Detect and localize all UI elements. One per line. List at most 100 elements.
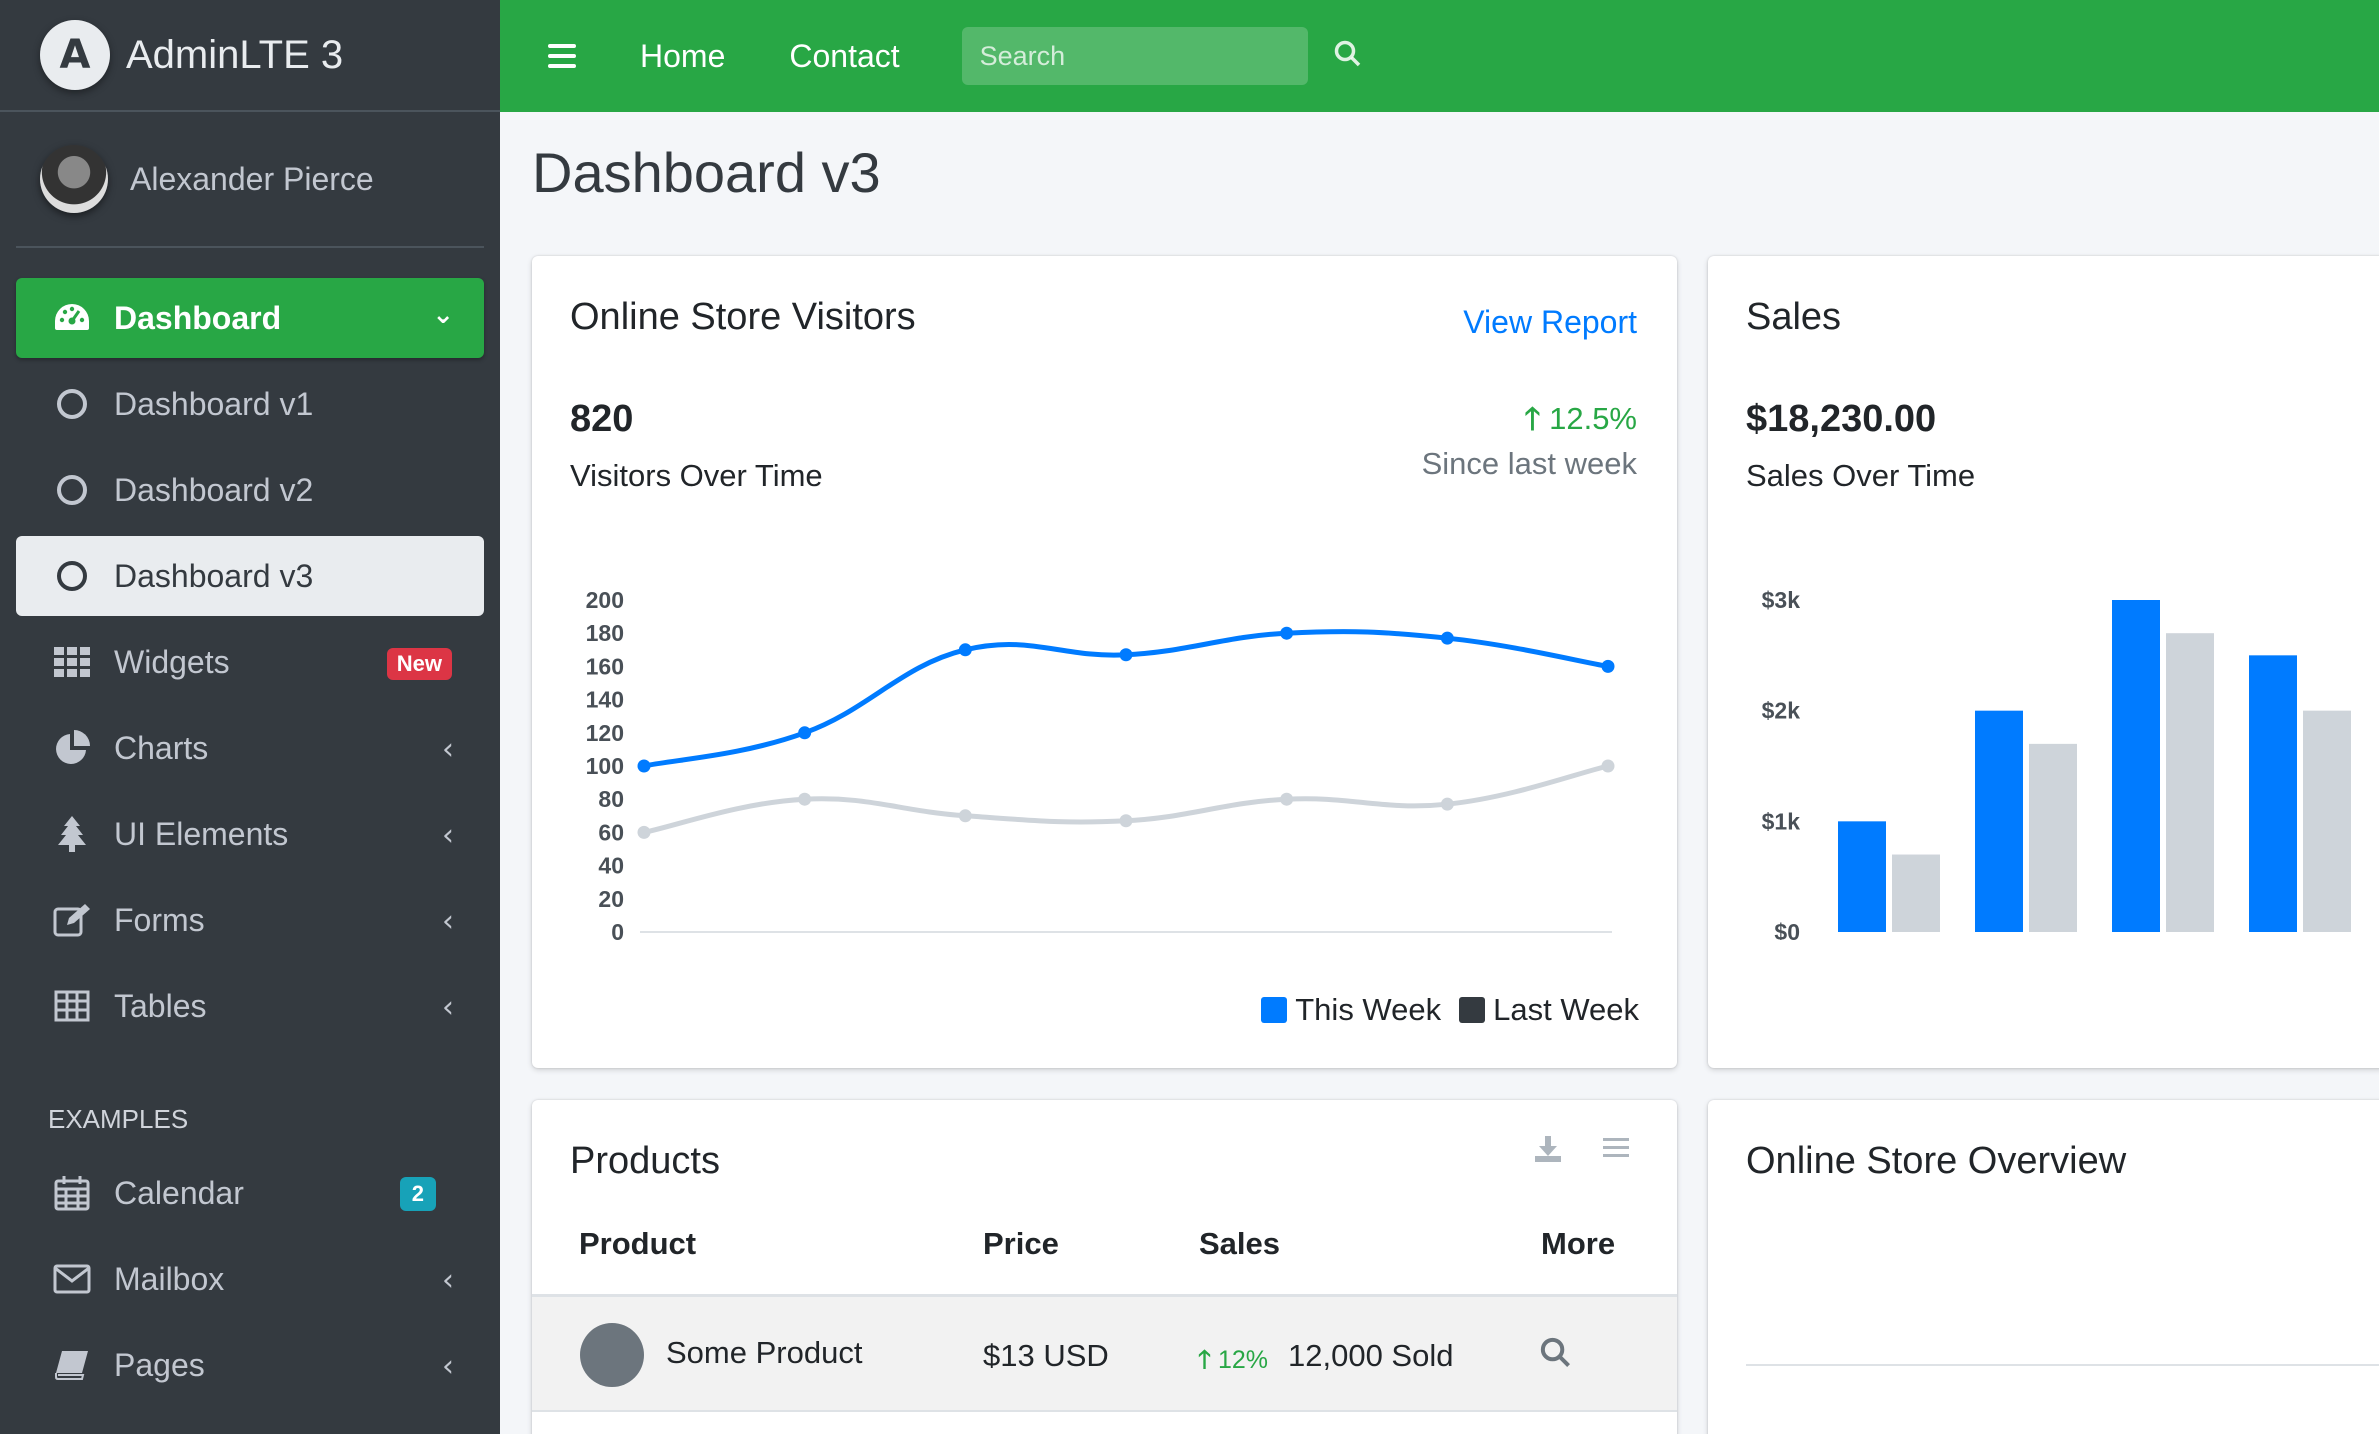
sidebar-item-label: Dashboard v3: [114, 557, 314, 594]
hamburger-menu-icon[interactable]: [548, 44, 576, 68]
legend-label-this-week: This Week: [1295, 992, 1442, 1027]
calendar-count-badge: 2: [399, 1177, 436, 1211]
legend-swatch-this-week: [1261, 997, 1288, 1023]
y-tick-label: 200: [586, 587, 624, 613]
y-tick-label: $1k: [1762, 808, 1801, 834]
tachometer-icon: [52, 302, 92, 334]
view-report-link[interactable]: View Report: [1463, 304, 1637, 340]
data-point: [1119, 814, 1133, 828]
y-tick-label: 80: [598, 786, 624, 812]
data-point: [798, 726, 812, 740]
sidebar-item-ui-elements[interactable]: UI Elements ‹: [16, 794, 484, 874]
sidebar-item-label: Dashboard v1: [114, 385, 314, 422]
column-header-more: More: [1541, 1226, 1616, 1261]
pie-chart-icon: [52, 730, 92, 766]
sidebar: A AdminLTE 3 Alexander Pierce Dashboard …: [0, 0, 500, 1434]
y-tick-label: 120: [586, 720, 624, 746]
circle-icon: [52, 561, 92, 591]
download-icon[interactable]: [1533, 1134, 1563, 1169]
y-tick-label: $0: [1774, 919, 1800, 940]
visitors-card: Online Store Visitors View Report 820 Vi…: [532, 256, 1677, 1068]
bar: [2303, 710, 2351, 932]
user-panel[interactable]: Alexander Pierce: [16, 112, 484, 248]
bar: [2112, 600, 2160, 932]
sidebar-item-dashboard[interactable]: Dashboard ⌄: [16, 278, 484, 358]
data-point: [1601, 759, 1615, 773]
data-point: [1601, 659, 1615, 673]
product-thumbnail: [580, 1323, 644, 1387]
sidebar-item-charts[interactable]: Charts ‹: [16, 708, 484, 788]
sidebar-item-dashboard-v1[interactable]: Dashboard v1: [16, 364, 484, 444]
nav-link-home[interactable]: Home: [640, 37, 726, 74]
y-tick-label: $2k: [1762, 698, 1801, 724]
bar: [1892, 854, 1940, 932]
book-icon: [52, 1349, 92, 1381]
sidebar-nav: Dashboard ⌄ Dashboard v1 Dashboard v2 Da…: [0, 278, 500, 1405]
chevron-left-icon: ‹: [442, 1263, 454, 1298]
sidebar-item-label: Pages: [114, 1346, 205, 1383]
visitors-total-label: Visitors Over Time: [570, 458, 823, 493]
nav-link-contact[interactable]: Contact: [789, 37, 900, 74]
legend-swatch-last-week: [1459, 997, 1486, 1023]
legend-label-last-week: Last Week: [1493, 992, 1639, 1027]
column-header-price: Price: [983, 1226, 1059, 1261]
tree-icon: [52, 816, 92, 852]
data-point: [1119, 648, 1133, 662]
brand-link[interactable]: A AdminLTE 3: [0, 0, 500, 112]
sidebar-item-dashboard-v2[interactable]: Dashboard v2: [16, 450, 484, 530]
card-title: Online Store Overview: [1746, 1140, 2127, 1182]
search-box: [961, 27, 1360, 85]
sidebar-item-tables[interactable]: Tables ‹: [16, 966, 484, 1046]
top-navbar: Home Contact: [500, 0, 2379, 112]
y-tick-label: 160: [586, 653, 624, 679]
y-tick-label: 180: [586, 620, 624, 646]
sidebar-item-pages[interactable]: Pages ‹: [16, 1325, 484, 1405]
search-icon[interactable]: [1334, 40, 1362, 73]
brand-name: AdminLTE 3: [126, 32, 344, 77]
y-tick-label: 20: [598, 886, 624, 912]
nav-header-examples: EXAMPLES: [48, 1104, 189, 1134]
avatar: [40, 145, 108, 213]
divider: [1746, 1364, 2379, 1366]
column-header-product: Product: [579, 1226, 697, 1261]
sales-total: $18,230.00: [1746, 398, 1937, 440]
sales-card: Sales $18,230.00 Sales Over Time $0 $1k $2…: [1708, 256, 2379, 1068]
sidebar-item-label: Dashboard v2: [114, 471, 314, 508]
brand-logo-icon: A: [40, 20, 110, 90]
data-point: [958, 809, 972, 823]
sidebar-item-dashboard-v3[interactable]: Dashboard v3: [16, 536, 484, 616]
calendar-icon: [52, 1175, 92, 1211]
column-header-sales: Sales: [1199, 1226, 1281, 1261]
search-icon[interactable]: [1540, 1337, 1572, 1374]
overview-card: Online Store Overview: [1708, 1100, 2379, 1434]
chevron-down-icon: ⌄: [432, 300, 454, 330]
product-sales-change: 🡑 12%: [1198, 1345, 1269, 1374]
data-point: [637, 825, 651, 839]
product-sales: 12,000 Sold: [1288, 1338, 1454, 1373]
data-point: [1440, 797, 1454, 811]
edit-icon: [52, 903, 92, 937]
sales-bar-chart: $0$1k$2k$3kJUNJULAUGSEP: [1762, 587, 2351, 940]
sidebar-item-label: Widgets: [114, 643, 230, 680]
sidebar-item-widgets[interactable]: Widgets New: [16, 622, 484, 702]
search-input[interactable]: [979, 40, 1334, 72]
data-point: [958, 643, 972, 657]
user-name[interactable]: Alexander Pierce: [130, 160, 374, 197]
sidebar-item-mailbox[interactable]: Mailbox ‹: [16, 1239, 484, 1319]
visitors-change-label: Since last week: [1421, 446, 1637, 481]
chevron-left-icon: ‹: [442, 990, 454, 1025]
card-title: Sales: [1746, 296, 1842, 338]
card-title: Online Store Visitors: [570, 296, 916, 338]
sidebar-item-forms[interactable]: Forms ‹: [16, 880, 484, 960]
envelope-icon: [52, 1264, 92, 1294]
sidebar-item-label: Tables: [114, 987, 207, 1024]
chevron-left-icon: ‹: [442, 732, 454, 767]
data-point: [1440, 631, 1454, 645]
visitors-change: 🡑 12.5%: [1524, 401, 1637, 437]
visitors-line-chart: 02040608010012014016018020018th20th22nd2…: [586, 587, 1615, 940]
product-price: $13 USD: [983, 1338, 1109, 1373]
y-tick-label: 40: [598, 853, 624, 879]
sidebar-item-label: Mailbox: [114, 1260, 225, 1297]
sidebar-item-calendar[interactable]: Calendar 2: [16, 1153, 484, 1233]
menu-icon[interactable]: [1603, 1136, 1629, 1165]
